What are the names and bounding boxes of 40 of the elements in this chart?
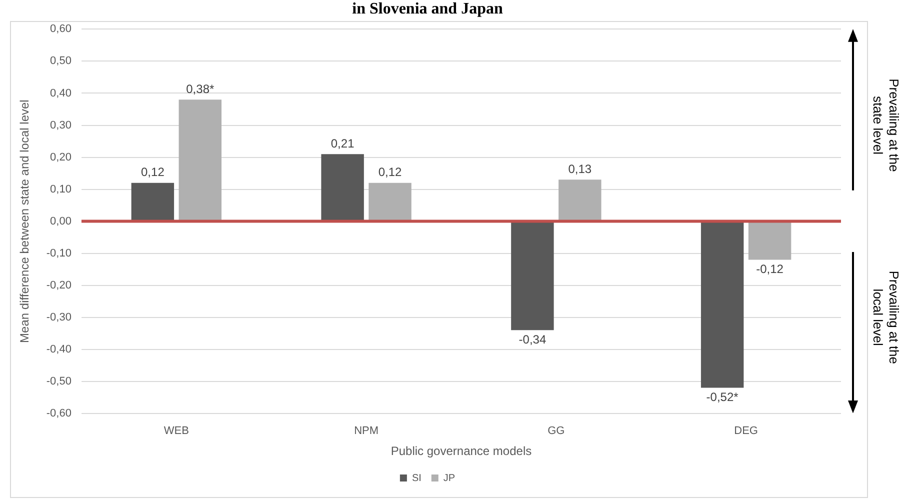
bar xyxy=(700,222,744,388)
data-label: -0,34 xyxy=(518,332,546,346)
bar xyxy=(178,100,222,221)
y-tick-label: -0,20 xyxy=(46,279,72,292)
legend-label: SI xyxy=(412,472,422,484)
x-tick-label: DEG xyxy=(734,425,758,438)
data-label: 0,38* xyxy=(186,82,214,96)
y-tick-label: 0,30 xyxy=(50,119,72,132)
bar xyxy=(558,180,602,221)
y-tick-label: 0,60 xyxy=(50,23,72,36)
bar xyxy=(321,154,364,221)
x-axis-title: Public governance models xyxy=(390,444,532,458)
y-tick-label: -0,30 xyxy=(46,311,72,324)
bar xyxy=(748,222,792,260)
bar xyxy=(511,222,554,330)
y-tick-label: 0,00 xyxy=(50,215,72,228)
data-label: -0,12 xyxy=(756,262,784,276)
data-label: 0,13 xyxy=(568,162,592,176)
bar xyxy=(131,182,174,221)
data-label: 0,12 xyxy=(141,165,165,180)
y-tick-label: 0,20 xyxy=(50,151,72,164)
y-tick-label: 0,50 xyxy=(50,55,72,68)
data-label: -0,52* xyxy=(706,390,739,404)
chart-title: in Slovenia and Japan xyxy=(352,0,503,18)
y-tick-label: -0,10 xyxy=(46,247,72,260)
y-tick-label: -0,50 xyxy=(46,375,72,388)
data-label: 0,12 xyxy=(378,165,402,180)
y-tick-label: -0,60 xyxy=(46,407,72,420)
y-tick-label: 0,10 xyxy=(50,183,72,196)
x-tick-label: NPM xyxy=(354,425,379,438)
data-label: 0,21 xyxy=(330,136,355,150)
legend-label: JP xyxy=(443,472,456,484)
x-tick-label: GG xyxy=(548,425,565,438)
y-axis-title: Mean difference between state and local level xyxy=(18,100,32,343)
x-tick-label: WEB xyxy=(164,425,189,438)
text: Prevailing at the local level xyxy=(870,270,902,364)
y-tick-label: 0,40 xyxy=(50,87,72,100)
bar xyxy=(368,182,412,221)
y-tick-label: -0,40 xyxy=(46,343,72,356)
text: Prevailing at the state level xyxy=(870,78,902,172)
